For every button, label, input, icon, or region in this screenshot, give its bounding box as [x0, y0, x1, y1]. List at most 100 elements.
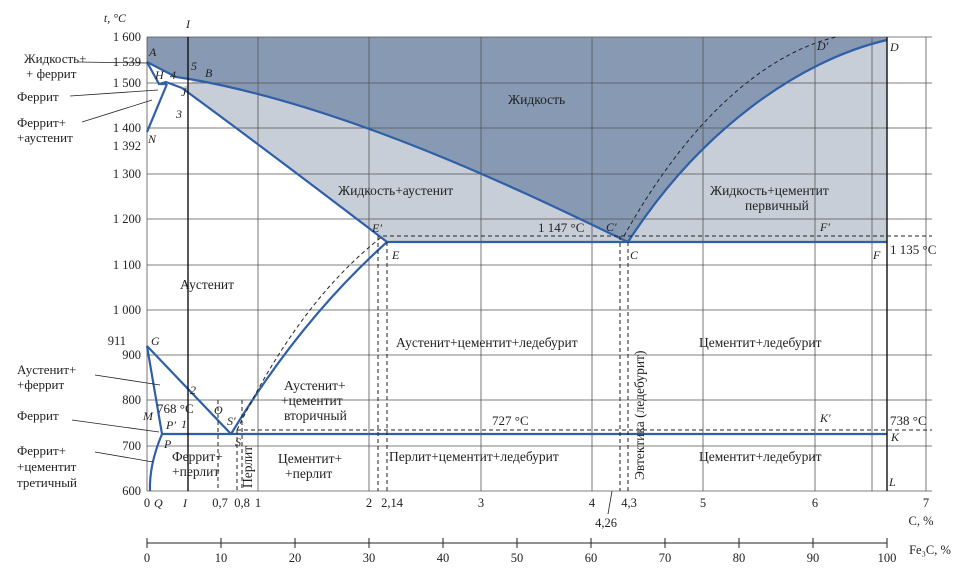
y-axis-title: t, °C	[104, 11, 127, 25]
point-K: K	[890, 430, 900, 444]
point-L: L	[888, 475, 896, 489]
callout-austenite-ferrite-2: +феррит	[17, 377, 64, 392]
point-Pp: P′	[165, 418, 176, 432]
left-callouts: Жидкость+ + феррит Феррит Феррит+ +аусте…	[17, 51, 86, 490]
callout-ferrite-cem3-3: третичный	[17, 475, 77, 490]
region-ferr-perl-2: +перлит	[172, 464, 219, 479]
point-E: E	[391, 248, 400, 262]
c-special-214: 2,14	[381, 496, 404, 510]
y-tick-1000: 1 000	[113, 303, 141, 317]
point-2: 2	[190, 383, 196, 397]
c-tick-7: 7	[923, 496, 929, 510]
callout-ferrite-cem3-2: +цементит	[17, 459, 77, 474]
c-tick-2: 2	[366, 496, 372, 510]
point-Cp: C′	[606, 220, 617, 234]
point-Fp: F′	[819, 220, 830, 234]
point-Kp: K′	[819, 411, 831, 425]
y-special-1539: 1 539	[113, 55, 141, 69]
y-tick-700: 700	[122, 439, 141, 453]
c-special-07: 0,7	[212, 496, 228, 510]
c-tick-4: 4	[589, 496, 596, 510]
y-tick-1400: 1 400	[113, 121, 141, 135]
region-aust-cem2-3: вторичный	[284, 408, 347, 423]
point-S: S	[235, 435, 241, 449]
y-tick-1300: 1 300	[113, 167, 141, 181]
y-special-1392: 1 392	[113, 139, 141, 153]
black-lines	[187, 37, 888, 491]
fe3c-tick-70: 70	[659, 551, 672, 565]
fe3c-tick-100: 100	[878, 551, 897, 565]
point-5: 5	[191, 59, 197, 73]
region-austenite: Аустенит	[180, 277, 234, 292]
point-P: P	[163, 437, 172, 451]
c-special-43: 4,3	[621, 496, 637, 510]
temp-738: 738 °C	[890, 413, 927, 428]
point-A: A	[148, 45, 157, 59]
phase-lines	[145, 38, 888, 492]
region-cem-perl-2: +перлит	[285, 466, 332, 481]
callout-liquid-ferrite-2: + феррит	[26, 66, 77, 81]
callout-ferrite-top: Феррит	[17, 89, 59, 104]
region-aust-cem2-2: +цементит	[281, 393, 343, 408]
fe3c-tick-90: 90	[807, 551, 820, 565]
fe3c-tick-0: 0	[144, 551, 150, 565]
point-Ep: E′	[371, 221, 382, 235]
callout-ferrite-austenite-1: Феррит+	[17, 115, 66, 130]
liquid-solid-region	[182, 80, 628, 242]
point-B: B	[205, 66, 213, 80]
c-special-426: 4,26	[595, 516, 617, 530]
callout-ferrite-cem3-1: Феррит+	[17, 443, 66, 458]
region-cem-led-lower: Цементит+ледебурит	[699, 449, 822, 464]
temp-727: 727 °C	[492, 413, 529, 428]
point-C: C	[630, 248, 639, 262]
callout-liquid-ferrite-1: Жидкость+	[24, 51, 86, 66]
y-tick-900: 900	[122, 348, 141, 362]
point-F: F	[872, 248, 881, 262]
fe3c-tick-10: 10	[215, 551, 228, 565]
region-liquid-austenite: Жидкость+аустенит	[338, 183, 453, 198]
point-H: H	[154, 68, 165, 82]
c-axis-title: C, %	[909, 514, 934, 528]
fe3c-tick-20: 20	[289, 551, 302, 565]
point-3: 3	[175, 107, 182, 121]
point-labels: A B H J N D D′ E E′ C C′ F F′ G O S S′ P…	[142, 17, 900, 510]
temperature-labels: 1 147 °C 1 135 °C 768 °C 727 °C 738 °C	[157, 220, 936, 428]
point-Q: Q	[154, 496, 163, 510]
y-tick-800: 800	[122, 393, 141, 407]
fe3c-tick-50: 50	[511, 551, 524, 565]
y-axis-labels: t, °C 1 600 1 500 1 400 1 300 1 200 1 10…	[104, 11, 141, 498]
temp-768: 768 °C	[157, 401, 194, 416]
y-tick-600: 600	[122, 484, 141, 498]
fe3c-tick-80: 80	[733, 551, 746, 565]
region-aust-cem-led: Аустенит+цементит+ледебурит	[396, 335, 578, 350]
fe3c-tick-30: 30	[363, 551, 376, 565]
liquid-region	[147, 37, 887, 242]
region-labels: Жидкость Жидкость+аустенит Жидкость+цеме…	[172, 92, 829, 488]
line-I-bottom: I	[182, 496, 188, 510]
c-special-08: 0,8	[234, 496, 250, 510]
region-liquid-cementite-1: Жидкость+цементит	[710, 183, 829, 198]
point-M: M	[142, 409, 154, 423]
fe3c-tick-60: 60	[585, 551, 598, 565]
point-Dp: D′	[816, 39, 829, 53]
liquid-cementite-region	[628, 40, 887, 242]
c-tick-1: 1	[255, 496, 261, 510]
y-special-911: 911	[108, 334, 126, 348]
y-tick-1600: 1 600	[113, 30, 141, 44]
fe3c-tick-40: 40	[437, 551, 450, 565]
point-4: 4	[170, 68, 176, 82]
point-J: J	[181, 85, 187, 99]
y-tick-1100: 1 100	[113, 258, 141, 272]
leader-lines	[69, 61, 613, 515]
region-eutectic: Эвтектика (ледебурит)	[632, 351, 647, 480]
temp-1135: 1 135 °C	[890, 242, 936, 257]
callout-ferrite-mid: Феррит	[17, 408, 59, 423]
callout-austenite-ferrite-1: Аустенит+	[17, 362, 76, 377]
line-I-top: I	[185, 17, 191, 31]
dashed-lines	[217, 36, 932, 491]
c-tick-3: 3	[478, 496, 484, 510]
region-aust-cem2-1: Аустенит+	[284, 378, 346, 393]
region-cem-perl-1: Цементит+	[278, 451, 342, 466]
